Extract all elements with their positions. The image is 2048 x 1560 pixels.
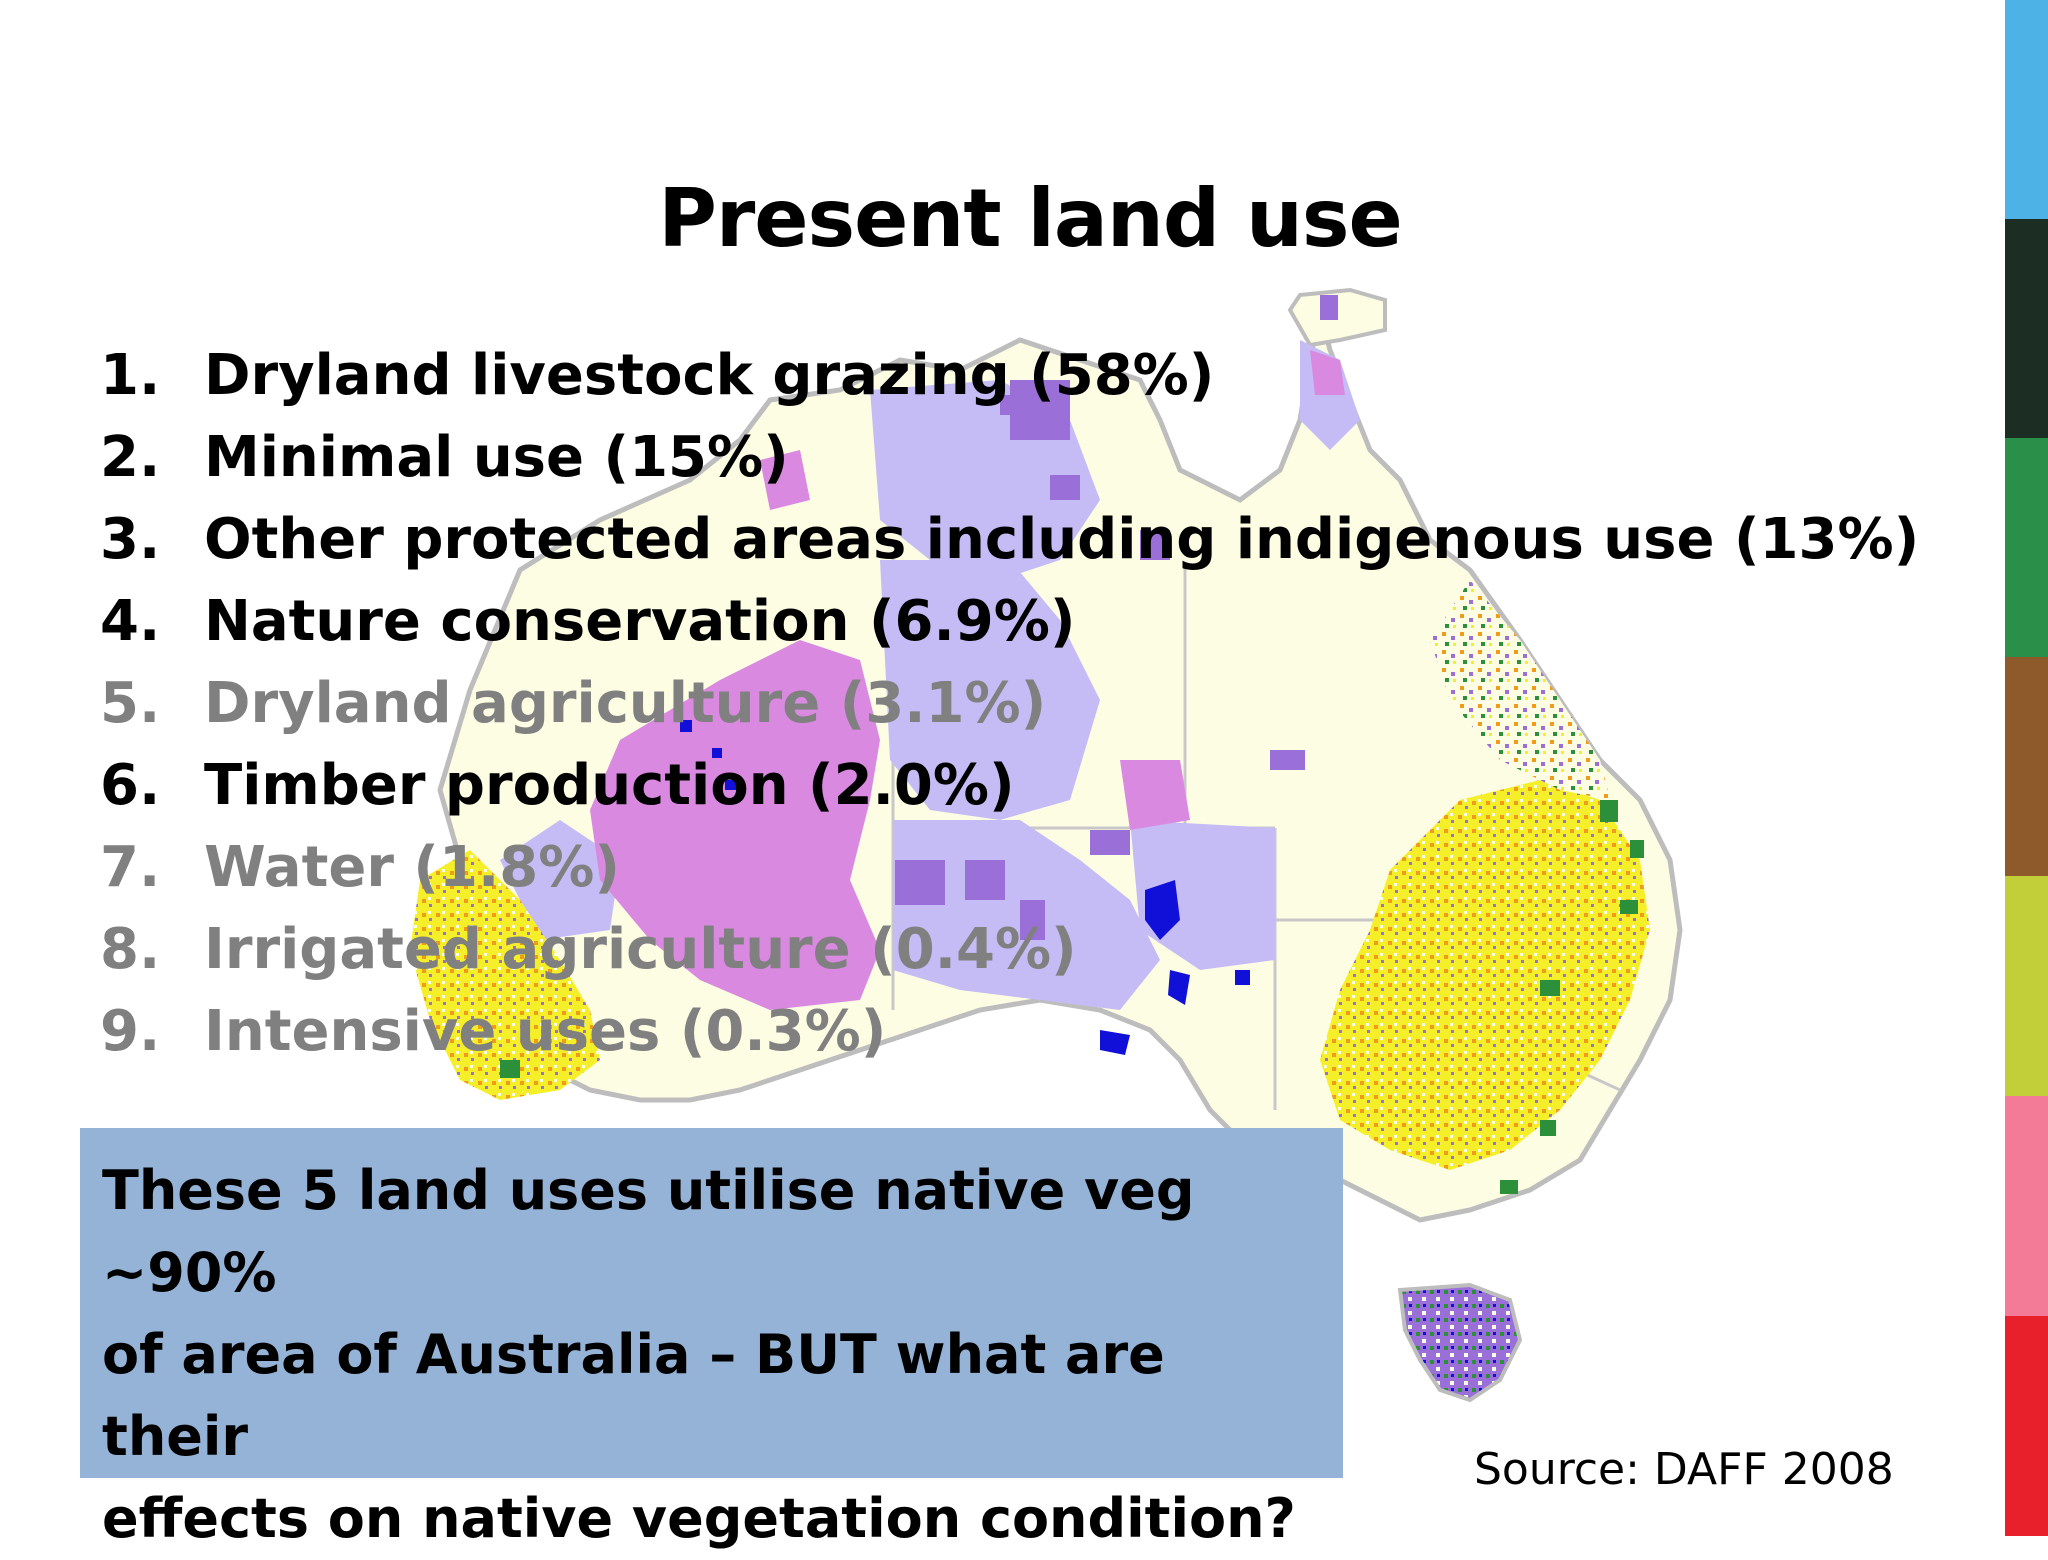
list-item-number: 8. bbox=[100, 917, 161, 982]
list-item-number: 2. bbox=[100, 425, 161, 490]
water-regions bbox=[680, 720, 1454, 1369]
list-item-label: Nature conservation (6.9%) bbox=[204, 589, 1076, 654]
list-item-number: 7. bbox=[100, 835, 161, 900]
source-citation: Source: DAFF 2008 bbox=[1474, 1444, 1894, 1495]
sidebar-stripe bbox=[2005, 876, 2048, 1096]
list-item-label: Timber production (2.0%) bbox=[204, 753, 1015, 818]
list-item: 2. Minimal use (15%) bbox=[100, 417, 1919, 499]
list-item-label: Water (1.8%) bbox=[204, 835, 620, 900]
sidebar-stripe bbox=[2005, 657, 2048, 876]
tasmania-shape bbox=[1397, 1282, 1523, 1403]
list-item-number: 9. bbox=[100, 999, 161, 1064]
sidebar-stripe bbox=[2005, 1096, 2048, 1316]
list-item-label: Dryland livestock grazing (58%) bbox=[204, 343, 1215, 408]
southwest-agriculture bbox=[410, 850, 600, 1100]
list-item: 1. Dryland livestock grazing (58%) bbox=[100, 335, 1919, 417]
list-item-label: Minimal use (15%) bbox=[204, 425, 789, 490]
list-item: 4. Nature conservation (6.9%) bbox=[100, 581, 1919, 663]
southeast-agriculture bbox=[1320, 780, 1650, 1170]
list-item-label: Dryland agriculture (3.1%) bbox=[204, 671, 1047, 736]
slide-title: Present land use bbox=[658, 171, 1403, 265]
timber-regions bbox=[500, 800, 1644, 1194]
callout-line: of area of Australia – BUT what are thei… bbox=[102, 1323, 1165, 1468]
list-item-number: 5. bbox=[100, 671, 161, 736]
conservation-regions bbox=[895, 295, 1338, 940]
sidebar-stripe bbox=[2005, 0, 2048, 219]
list-item-label: Intensive uses (0.3%) bbox=[204, 999, 887, 1064]
list-item: 6. Timber production (2.0%) bbox=[100, 745, 1919, 827]
list-item: 8. Irrigated agriculture (0.4%) bbox=[100, 909, 1919, 991]
list-item: 9. Intensive uses (0.3%) bbox=[100, 991, 1919, 1073]
color-sidebar bbox=[2005, 0, 2048, 1536]
list-item-number: 4. bbox=[100, 589, 161, 654]
list-item-number: 1. bbox=[100, 343, 161, 408]
list-item: 3. Other protected areas including indige… bbox=[100, 499, 1919, 581]
sidebar-stripe bbox=[2005, 219, 2048, 438]
callout-box: These 5 land uses utilise native veg ~90… bbox=[80, 1128, 1343, 1550]
eastern-mixed-use bbox=[1430, 580, 1610, 800]
list-item-number: 6. bbox=[100, 753, 161, 818]
list-item: 5. Dryland agriculture (3.1%) bbox=[100, 663, 1919, 745]
sidebar-stripe bbox=[2005, 438, 2048, 657]
list-item: 7. Water (1.8%) bbox=[100, 827, 1919, 909]
callout-line: effects on native vegetation condition? bbox=[102, 1487, 1296, 1550]
list-item-label: Other protected areas including indigeno… bbox=[204, 507, 1920, 572]
list-item-label: Irrigated agriculture (0.4%) bbox=[204, 917, 1077, 982]
land-use-list: 1. Dryland livestock grazing (58%) 2. Mini… bbox=[100, 335, 1919, 1073]
callout-line: These 5 land uses utilise native veg ~90… bbox=[102, 1159, 1195, 1304]
sidebar-stripe bbox=[2005, 1316, 2048, 1536]
list-item-number: 3. bbox=[100, 507, 161, 572]
